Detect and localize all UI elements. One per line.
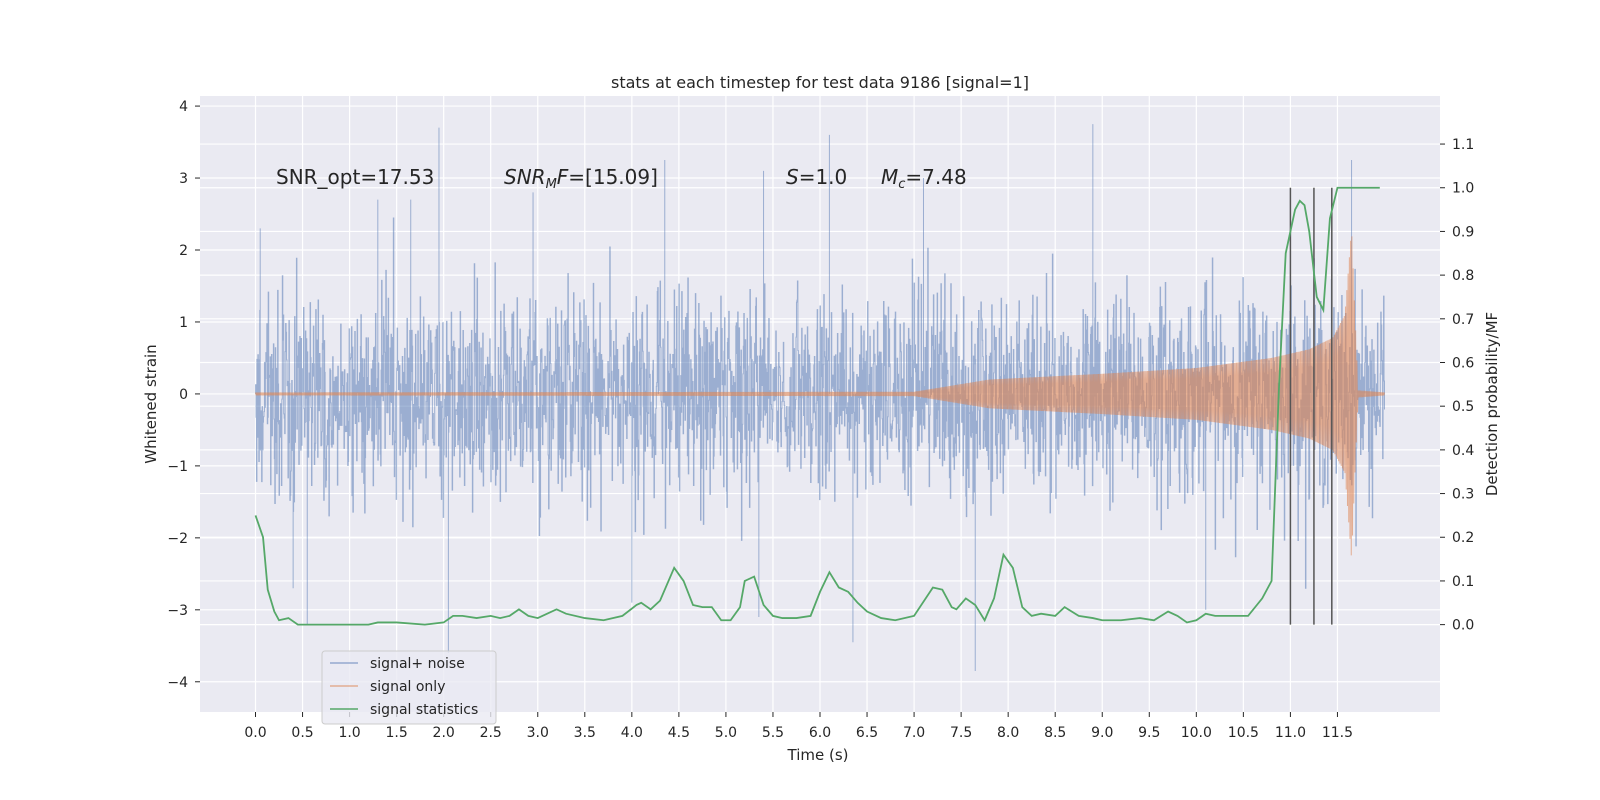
x-tick-label: 4.5: [668, 725, 690, 741]
x-tick-label: 3.5: [574, 725, 596, 741]
signal-statistics-line: [254, 186, 1380, 626]
y-left-tick-label: 3: [179, 171, 188, 187]
legend-box: [321, 650, 497, 725]
x-tick-label: 4.0: [621, 725, 643, 741]
x-tick-label: 9.0: [1091, 725, 1113, 741]
y-left-tick-label: −2: [167, 531, 188, 547]
x-tick-label: 1.0: [338, 725, 360, 741]
y-right-tick-label: 0.9: [1452, 224, 1474, 240]
signal-only-line: [255, 236, 1385, 556]
y-right-tick-label: 0.2: [1452, 530, 1474, 546]
annotation-mc: Mc=7.48: [881, 165, 967, 192]
signal-noise-line: [255, 124, 1385, 671]
y-right-tick-label: 0.4: [1452, 443, 1474, 459]
y-left-tick-label: −4: [167, 675, 188, 691]
x-tick-label: 11.5: [1322, 725, 1353, 741]
y-left-tick-label: 1: [179, 315, 188, 331]
y-left-tick-label: −1: [167, 459, 188, 475]
x-tick-label: 7.0: [903, 725, 925, 741]
y-right-tick-label: 0.5: [1452, 399, 1474, 415]
y-left-tick-label: 2: [179, 243, 188, 259]
x-tick-label: 7.5: [950, 725, 972, 741]
legend-label-signal-only: signal only: [370, 679, 445, 695]
y-right-tick-label: 1.1: [1452, 137, 1474, 153]
annotation-s: S=1.0: [786, 165, 847, 189]
x-axis-ticks: 0.0 0.5 1.0 1.5 2.0 2.5 3.0 3.5 4.0 4.5 5.0 5.5 6.0 6…: [244, 712, 1353, 741]
x-tick-label: 6.0: [809, 725, 831, 741]
y-left-axis-ticks: 4 3 2 1 0 −1 −2 −3 −4: [167, 99, 200, 691]
y-left-axis-label: Whitened strain: [142, 344, 160, 463]
x-tick-label: 0.0: [244, 725, 266, 741]
x-tick-label: 6.5: [856, 725, 878, 741]
vertical-markers: [1289, 187, 1333, 625]
legend-label-signal-statistics: signal statistics: [370, 702, 478, 718]
x-tick-label: 11.0: [1275, 725, 1306, 741]
x-tick-label: 2.0: [433, 725, 455, 741]
y-left-tick-label: 4: [179, 99, 188, 115]
signal-statistics-series: [254, 186, 1380, 626]
x-axis-label: Time (s): [787, 746, 849, 764]
y-right-axis-label: Detection probability/MF: [1483, 312, 1501, 496]
annotation-snr-mf: SNRMF=[15.09]: [504, 165, 658, 192]
y-right-tick-label: 0.3: [1452, 487, 1474, 503]
x-tick-label: 3.0: [527, 725, 549, 741]
x-tick-label: 5.5: [762, 725, 784, 741]
y-right-tick-label: 0.7: [1452, 312, 1474, 328]
y-right-tick-label: 0.8: [1452, 268, 1474, 284]
x-tick-label: 1.5: [385, 725, 407, 741]
y-right-tick-label: 1.0: [1452, 181, 1474, 197]
y-left-tick-label: 0: [179, 387, 188, 403]
signal-only-series: [255, 236, 1385, 556]
x-tick-label: 5.0: [715, 725, 737, 741]
legend: signal+ noise signal only signal statist…: [321, 650, 497, 725]
annotations: SNR_opt=17.53 SNRMF=[15.09] S=1.0 Mc=7.4…: [276, 165, 967, 192]
chart-title: stats at each timestep for test data 918…: [611, 73, 1029, 92]
x-tick-label: 2.5: [480, 725, 502, 741]
x-tick-label: 8.0: [997, 725, 1019, 741]
signal-noise-series: [255, 124, 1385, 671]
x-tick-label: 10.5: [1228, 725, 1259, 741]
annotation-snr-opt: SNR_opt=17.53: [276, 165, 434, 189]
y-right-tick-label: 0.1: [1452, 574, 1474, 590]
x-tick-label: 9.5: [1138, 725, 1160, 741]
y-right-axis-ticks: 1.1 1.0 0.9 0.8 0.7 0.6 0.5 0.4 0.3 0.2 0.1 0.0: [1440, 137, 1474, 634]
y-right-tick-label: 0.0: [1452, 618, 1474, 634]
x-tick-label: 0.5: [291, 725, 313, 741]
x-tick-label: 8.5: [1044, 725, 1066, 741]
legend-label-signal-noise: signal+ noise: [370, 656, 465, 672]
y-left-tick-label: −3: [167, 603, 188, 619]
y-right-tick-label: 0.6: [1452, 355, 1474, 371]
x-tick-label: 10.0: [1181, 725, 1212, 741]
